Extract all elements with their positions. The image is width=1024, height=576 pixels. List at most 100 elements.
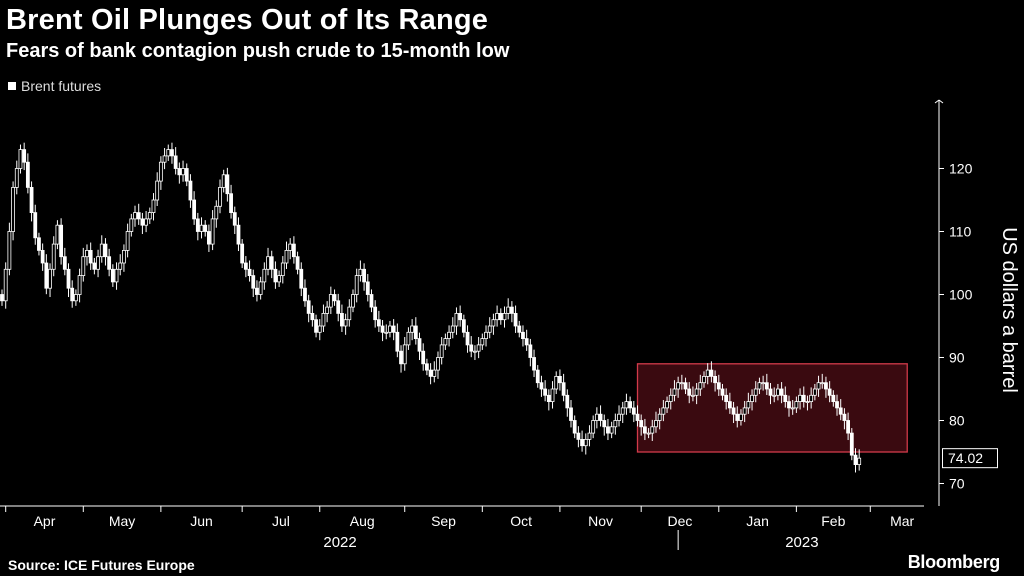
candle-body [613,420,618,428]
last-value-label: 74.02 [948,450,983,466]
candle-body [624,401,629,409]
candle-body [303,287,307,302]
candle-body [727,401,732,409]
candle-body [37,237,41,251]
candle-body [136,212,141,220]
candle-body [665,401,669,409]
candle-body [654,420,658,428]
candle-body [380,325,385,333]
candle-body [458,312,463,321]
candle-body [158,161,163,182]
page-subtitle: Fears of bank contagion push crude to 15… [6,40,510,62]
candle-body [776,388,780,396]
candle-body [676,382,681,390]
candle-body [694,388,699,396]
candle-body [609,426,614,434]
candle-body [188,180,193,201]
candle-body [85,249,89,258]
candle-body [639,420,644,428]
candle-body [576,432,581,440]
candle-body [384,331,389,334]
candle-body [232,212,237,226]
range-band [636,363,908,453]
candle-body [565,394,570,409]
candle-body [646,432,651,435]
candle-body [7,231,12,270]
year-label: 2023 [785,534,818,551]
candle-body [484,331,488,339]
candle-body [753,388,758,396]
candle-body [561,382,566,396]
candle-body [376,319,381,327]
candle-body [306,300,311,314]
candle-body [628,401,633,409]
candle-body [606,426,610,434]
x-tick-label: Dec [668,513,693,529]
candle-body [461,319,466,333]
candle-body [772,394,777,397]
candle-body [155,180,160,201]
candle-body [620,407,625,415]
candle-body [417,338,422,352]
candle-body [742,407,747,415]
candle-body [325,306,330,314]
x-tick-label: Feb [821,513,845,529]
candle-body [528,344,533,358]
candle-body [539,382,544,390]
candle-body [835,401,839,409]
last-value-box-inner [943,449,997,468]
candle-body [129,218,134,232]
candle-body [55,224,60,245]
candle-body [617,413,621,421]
candle-body [118,262,123,270]
candle-body [705,369,710,377]
candle-body [805,401,810,404]
candle-body [735,413,740,421]
candle-body [18,149,23,169]
candle-body [77,275,82,295]
candle-body [140,218,145,226]
candle-body [44,262,49,289]
candle-body [739,413,743,421]
candle-body [831,394,836,402]
candle-body [181,168,185,176]
candle-body [81,256,86,277]
candle-body [66,268,71,289]
candle-body [262,268,267,283]
candle-body [221,174,226,188]
candle-body [210,218,215,245]
candle-body [495,312,500,321]
candle-body [258,281,263,295]
candle-body [787,401,791,409]
y-tick-label: 90 [949,350,965,366]
source-note: Source: ICE Futures Europe [8,557,195,573]
candle-body [702,375,706,384]
candle-body [631,407,636,415]
candle-body [750,394,754,402]
candle-body [439,344,444,358]
candle-body [554,375,559,390]
candle-body [509,306,514,314]
x-tick-label: Jul [272,513,290,529]
candle-body [247,268,252,276]
y-axis-title: US dollars a barrel [998,227,1020,393]
y-tick-label: 70 [949,476,965,492]
candle-body [454,312,459,327]
candle-body [310,312,315,321]
candle-body [432,369,437,377]
candle-body [476,344,481,352]
candle-body [92,262,97,270]
candle-body [650,426,655,434]
candle-body [0,294,4,302]
candle-body [469,344,474,352]
y-axis-arrow [938,99,944,104]
candle-body [716,382,721,390]
candle-body [99,243,104,258]
x-tick-label: Sep [431,513,456,529]
candle-body [177,168,182,176]
candle-body [395,331,400,352]
candle-body [103,243,108,258]
x-tick-label: Nov [588,513,613,529]
candle-body [642,426,647,434]
candle-body [351,294,355,308]
